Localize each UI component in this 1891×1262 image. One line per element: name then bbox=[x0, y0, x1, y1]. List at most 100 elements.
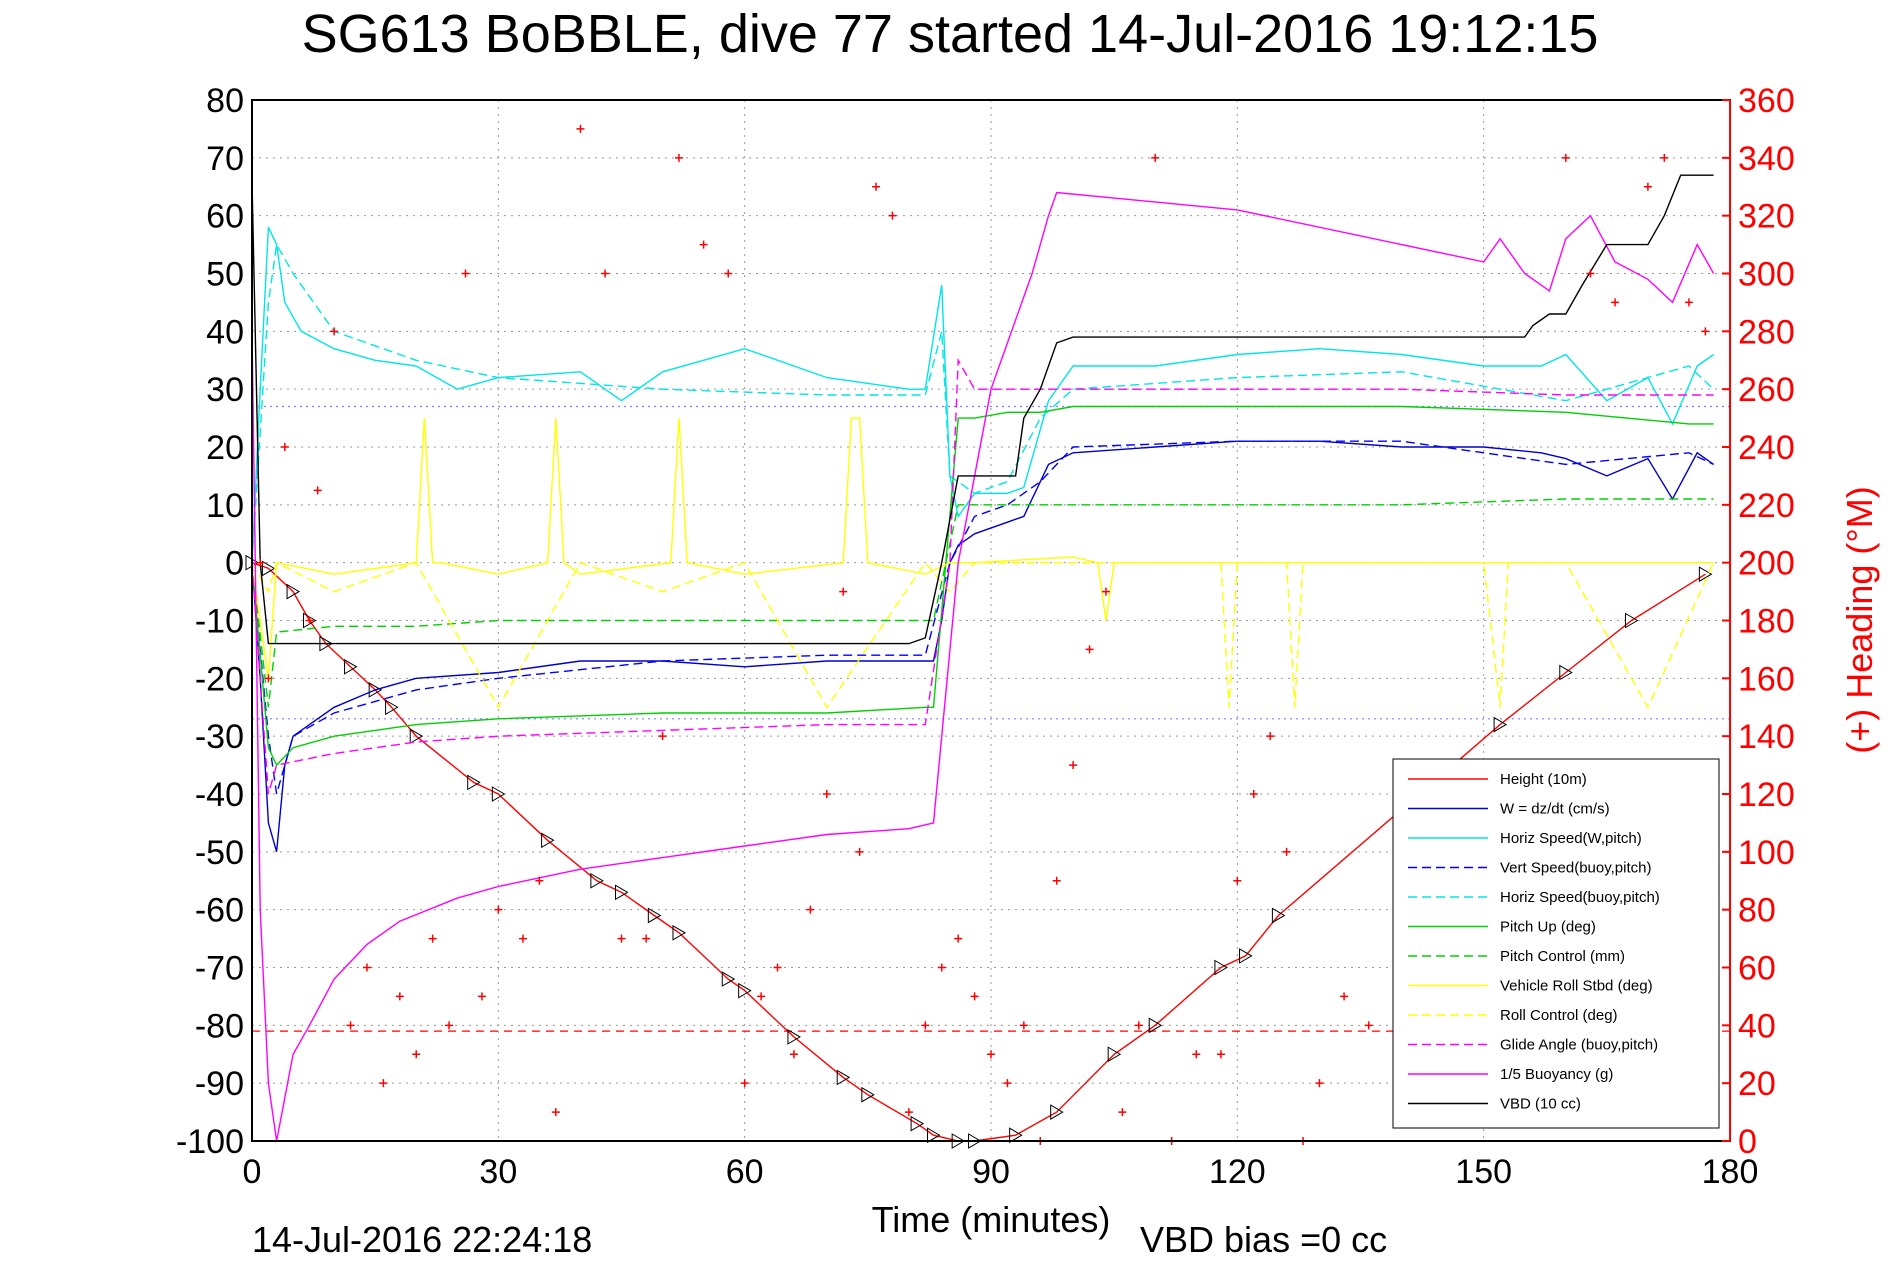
heading-marker bbox=[1118, 1108, 1127, 1117]
heading-marker bbox=[888, 211, 897, 220]
heading-marker bbox=[346, 1021, 355, 1030]
height-marker bbox=[344, 658, 358, 675]
heading-marker bbox=[699, 240, 708, 249]
y-tick-label: -80 bbox=[195, 1007, 244, 1045]
y-tick-label: -100 bbox=[176, 1123, 244, 1161]
heading-marker bbox=[1134, 1021, 1143, 1030]
heading-marker bbox=[658, 732, 667, 741]
series-line-5 bbox=[251, 405, 1714, 767]
heading-marker bbox=[535, 876, 544, 885]
heading-marker bbox=[379, 1079, 388, 1088]
y-right-axis-label: (+) Heading (°M) bbox=[1839, 486, 1880, 753]
y-tick-label: 80 bbox=[206, 82, 244, 120]
y-tick-label: 50 bbox=[206, 256, 244, 294]
legend-entry: Horiz Speed(W,pitch) bbox=[1500, 830, 1642, 847]
heading-marker bbox=[674, 153, 683, 162]
heading-marker bbox=[362, 963, 371, 972]
y-right-tick-label: 220 bbox=[1738, 487, 1795, 525]
y-right-tick-label: 200 bbox=[1738, 545, 1795, 583]
legend-entry: W = dz/dt (cm/s) bbox=[1500, 801, 1610, 818]
height-marker bbox=[1239, 948, 1253, 964]
heading-marker bbox=[904, 1108, 913, 1117]
height-marker bbox=[1009, 1127, 1023, 1144]
heading-marker bbox=[445, 1021, 454, 1030]
heading-marker bbox=[1643, 182, 1652, 191]
x-tick-label: 150 bbox=[1455, 1153, 1512, 1191]
y-right-tick-label: 320 bbox=[1738, 198, 1795, 236]
heading-marker bbox=[1701, 327, 1710, 336]
series-line-3 bbox=[251, 440, 1714, 795]
heading-marker bbox=[1101, 587, 1110, 596]
heading-marker bbox=[1085, 645, 1094, 654]
height-marker bbox=[787, 1029, 801, 1045]
height-marker bbox=[409, 728, 424, 745]
legend-entry: Glide Angle (buoy,pitch) bbox=[1500, 1037, 1658, 1054]
legend-entry: Roll Control (deg) bbox=[1500, 1007, 1618, 1024]
y-tick-label: -50 bbox=[195, 834, 244, 872]
legend-entry: 1/5 Buoyancy (g) bbox=[1500, 1066, 1613, 1083]
height-marker bbox=[721, 971, 736, 987]
x-tick-label: 60 bbox=[726, 1153, 764, 1191]
heading-marker bbox=[1003, 1079, 1012, 1088]
legend-entry: Height (10m) bbox=[1500, 771, 1587, 788]
y-axis-ticks: 80 70 60 50 40 30 20 10 0 -10 -20 -30 -40 -50 -60 -70 -8… bbox=[176, 82, 244, 1161]
y-tick-label: 60 bbox=[206, 198, 244, 236]
y-right-tick-label: 80 bbox=[1738, 892, 1776, 930]
heading-marker bbox=[1019, 1021, 1028, 1030]
legend: Height (10m) W = dz/dt (cm/s) Horiz Speed(… bbox=[1392, 758, 1720, 1129]
y-right-tick-label: 260 bbox=[1738, 371, 1795, 409]
heading-marker bbox=[642, 934, 651, 943]
heading-marker bbox=[1266, 732, 1275, 741]
x-tick-label: 90 bbox=[972, 1153, 1010, 1191]
heading-marker bbox=[601, 269, 610, 278]
heading-marker bbox=[264, 674, 273, 683]
heading-marker bbox=[757, 992, 766, 1001]
height-marker bbox=[1624, 612, 1639, 629]
series-line-10 bbox=[251, 191, 1715, 1142]
height-marker bbox=[927, 1127, 941, 1144]
legend-entry: Pitch Up (deg) bbox=[1500, 919, 1596, 936]
height-marker bbox=[1050, 1104, 1064, 1120]
heading-marker bbox=[740, 1079, 749, 1088]
height-marker bbox=[491, 786, 506, 802]
series-line-9 bbox=[251, 357, 1714, 795]
heading-marker bbox=[872, 182, 881, 191]
legend-entry: Pitch Control (mm) bbox=[1500, 948, 1625, 965]
y-tick-label: 10 bbox=[206, 487, 244, 525]
y-right-tick-label: 100 bbox=[1738, 834, 1795, 872]
heading-marker bbox=[1660, 153, 1669, 162]
y-right-tick-label: 60 bbox=[1738, 950, 1776, 988]
x-tick-label: 180 bbox=[1702, 1153, 1759, 1191]
heading-marker bbox=[477, 992, 486, 1001]
legend-entry: Vert Speed(buoy,pitch) bbox=[1500, 860, 1651, 877]
series-line-11 bbox=[251, 174, 1714, 645]
heading-marker bbox=[937, 963, 946, 972]
heading-marker bbox=[280, 443, 289, 451]
y-right-axis-ticks: 3603403203002802602402202001801601401201… bbox=[1722, 82, 1795, 1161]
y-tick-label: 20 bbox=[206, 429, 244, 467]
y-tick-label: -70 bbox=[195, 950, 244, 988]
heading-marker bbox=[1282, 847, 1291, 856]
series-layer bbox=[245, 174, 1715, 1149]
legend-entry: Vehicle Roll Stbd (deg) bbox=[1500, 978, 1653, 995]
heading-marker bbox=[1340, 992, 1349, 1001]
height-marker bbox=[1493, 716, 1508, 733]
heading-marker bbox=[395, 992, 404, 1001]
y-right-tick-label: 240 bbox=[1738, 429, 1795, 467]
heading-marker bbox=[313, 486, 322, 495]
heading-marker bbox=[494, 905, 503, 914]
y-right-tick-label: 0 bbox=[1738, 1123, 1757, 1161]
heading-marker bbox=[461, 269, 470, 278]
y-right-tick-label: 40 bbox=[1738, 1007, 1776, 1045]
heading-marker bbox=[806, 905, 815, 914]
height-marker bbox=[1698, 566, 1713, 583]
heading-marker bbox=[1611, 298, 1620, 307]
height-marker bbox=[385, 699, 399, 716]
height-marker bbox=[910, 1115, 925, 1132]
y-right-tick-label: 300 bbox=[1738, 256, 1795, 294]
heading-marker bbox=[1586, 269, 1595, 278]
chart-title: SG613 BoBBLE, dive 77 started 14-Jul-201… bbox=[302, 4, 1599, 64]
heading-marker bbox=[1684, 298, 1693, 307]
height-marker bbox=[1214, 959, 1228, 976]
x-tick-label: 30 bbox=[479, 1153, 517, 1191]
